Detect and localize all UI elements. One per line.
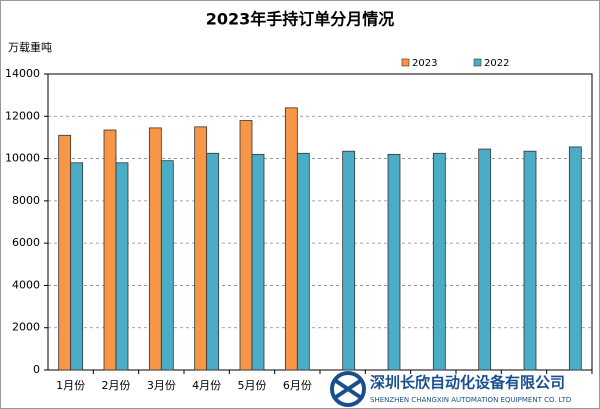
x-tick-label: 1月份 bbox=[56, 379, 85, 392]
bar bbox=[432, 152, 446, 371]
watermark-english: SHENZHEN CHANGXIN AUTOMATION EQUIPMENT C… bbox=[370, 396, 571, 404]
bar bbox=[251, 153, 265, 371]
x-tick-label: 4月份 bbox=[192, 379, 221, 392]
bar bbox=[103, 129, 117, 371]
watermark: 深圳长欣自动化设备有限公司 SHENZHEN CHANGXIN AUTOMATI… bbox=[330, 371, 571, 407]
bar bbox=[206, 152, 220, 371]
y-tick-label: 12000 bbox=[5, 109, 40, 122]
bar bbox=[58, 134, 72, 371]
y-axis-label: 万载重吨 bbox=[8, 40, 52, 54]
y-tick-label: 8000 bbox=[12, 194, 40, 207]
legend-label: 2022 bbox=[484, 58, 509, 69]
bar bbox=[523, 150, 537, 371]
bar bbox=[342, 150, 356, 371]
x-tick-label: 6月份 bbox=[283, 379, 312, 392]
x-tick-label: 5月份 bbox=[238, 379, 267, 392]
y-tick-label: 0 bbox=[33, 363, 40, 376]
bar bbox=[387, 153, 401, 371]
bar bbox=[239, 120, 253, 371]
bar bbox=[568, 146, 582, 371]
x-tick-label: 3月份 bbox=[147, 379, 176, 392]
bar bbox=[194, 126, 208, 371]
legend-swatch bbox=[401, 58, 410, 67]
logo-x bbox=[334, 379, 362, 399]
chart-title: 2023年手持订单分月情况 bbox=[206, 10, 395, 29]
watermark-name: 深圳长欣自动化设备有限公司 bbox=[370, 374, 565, 392]
legend-swatch bbox=[473, 58, 482, 67]
bar bbox=[296, 152, 310, 371]
bar bbox=[148, 127, 162, 371]
y-tick-label: 6000 bbox=[12, 236, 40, 249]
bar bbox=[160, 160, 174, 371]
x-tick-label: 2月份 bbox=[102, 379, 131, 392]
bar bbox=[115, 162, 129, 371]
bar bbox=[284, 107, 298, 371]
y-tick-label: 4000 bbox=[12, 278, 40, 291]
y-tick-label: 14000 bbox=[5, 67, 40, 80]
bar bbox=[70, 162, 84, 371]
legend-label: 2023 bbox=[412, 58, 437, 69]
y-tick-label: 2000 bbox=[12, 321, 40, 334]
bar bbox=[478, 148, 492, 371]
y-tick-label: 10000 bbox=[5, 152, 40, 165]
